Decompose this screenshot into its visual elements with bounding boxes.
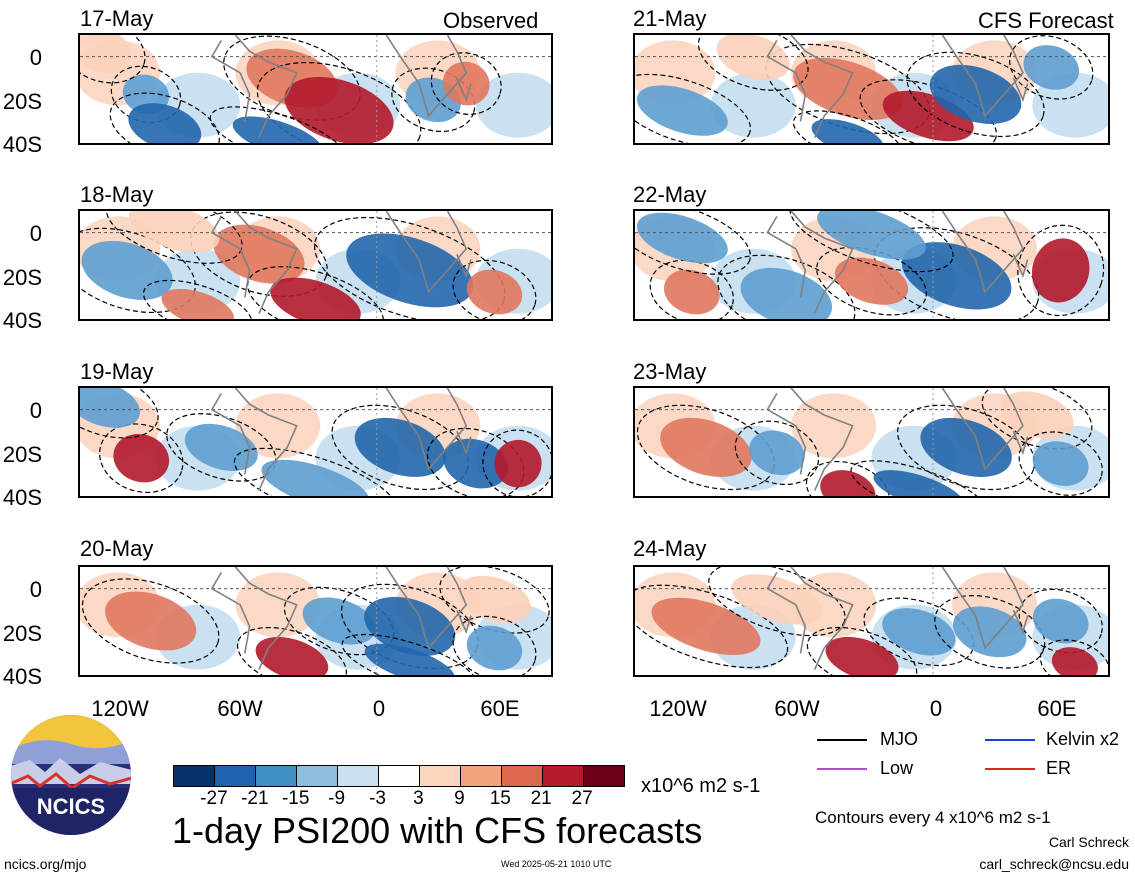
colorbar [173,765,625,787]
colorbar-tick-label: 9 [454,788,465,809]
colorbar-tick-label: 3 [413,788,424,809]
ytick-0-p2: 0 [29,221,42,246]
footer-url: ncics.org/mjo [4,856,87,872]
observed-header: Observed [443,8,539,33]
colorbar-swatch [584,766,624,786]
colorbar-tick-label: 27 [571,788,593,809]
map-canvas-5 [635,35,1108,143]
legend-label-er: ER [1046,758,1072,778]
author-email: carl_schreck@ncsu.edu [979,856,1129,872]
map-canvas-2 [80,211,551,319]
colorbar-swatch [502,766,543,786]
author-name: Carl Schreck [1048,834,1129,850]
panel-date-1: 17-May [80,6,154,31]
xtick-0-left: 0 [372,696,386,721]
map-canvas-6 [635,211,1108,319]
footer-timestamp: Wed 2025-05-21 1010 UTC [501,859,612,869]
map-canvas-7 [635,388,1108,496]
colorbar-units: x10^6 m2 s-1 [641,775,761,797]
colorbar-swatch [174,766,215,786]
colorbar-swatch [256,766,297,786]
main-title: 1-day PSI200 with CFS forecasts [172,810,703,851]
panel-date-7: 23-May [633,359,707,384]
colorbar-tick-label: 15 [489,788,511,809]
legend-label-low: Low [880,758,914,778]
panel-date-4: 20-May [80,536,154,561]
map-panel-3 [78,386,553,498]
legend-line-low [817,768,867,770]
ytick-20s-p4: 20S [2,621,42,646]
colorbar-tick-label: -21 [241,788,269,809]
legend-label-mjo: MJO [880,729,918,749]
colorbar-tick-label: -27 [200,788,228,809]
map-panel-4 [78,565,553,677]
map-panel-5 [633,33,1110,145]
colorbar-swatch [379,766,420,786]
ytick-0-p4: 0 [29,577,42,602]
panel-date-3: 19-May [80,359,154,384]
map-panel-1 [78,33,553,145]
ytick-0-p3: 0 [29,398,42,423]
map-canvas-1 [80,35,551,143]
colorbar-tick-label: 21 [530,788,552,809]
ytick-40s-p2: 40S [2,308,42,333]
colorbar-tick-label: -15 [281,788,310,809]
panel-date-8: 24-May [633,536,707,561]
colorbar-swatch [297,766,338,786]
ncics-logo: NCICS [10,714,132,836]
map-panel-7 [633,386,1110,498]
panel-date-6: 22-May [633,182,707,207]
logo-text: NCICS [37,794,105,819]
panel-date-5: 21-May [633,6,707,31]
xtick-120w-right: 120W [649,696,707,721]
map-canvas-3 [80,388,551,496]
xtick-60w-left: 60W [217,696,263,721]
map-panel-2 [78,209,553,321]
colorbar-swatch [420,766,461,786]
colorbar-swatch [543,766,584,786]
ytick-20s-p3: 20S [2,442,42,467]
legend-line-mjo [817,739,867,741]
colorbar-swatch [461,766,502,786]
xtick-60e-left: 60E [480,696,520,721]
xtick-120w-left: 120W [91,696,149,721]
xtick-0-right: 0 [929,696,943,721]
forecast-header: CFS Forecast [978,8,1114,33]
colorbar-swatch [215,766,256,786]
xtick-60w-right: 60W [774,696,820,721]
legend-label-kelvin: Kelvin x2 [1046,729,1120,749]
legend-line-kelvin [985,739,1035,741]
colorbar-swatch [338,766,379,786]
ytick-0-p1: 0 [29,45,42,70]
ytick-20s-p1: 20S [2,89,42,114]
map-canvas-4 [80,567,551,675]
map-canvas-8 [635,567,1108,675]
map-panel-8 [633,565,1110,677]
colorbar-tick-label: -9 [328,788,346,809]
legend-line-er [985,768,1035,770]
ytick-40s-p4: 40S [2,664,42,689]
ytick-20s-p2: 20S [2,265,42,290]
colorbar-tick-label: -3 [369,788,386,809]
panel-date-2: 18-May [80,182,154,207]
xtick-60e-right: 60E [1037,696,1077,721]
map-panel-6 [633,209,1110,321]
ytick-40s-p1: 40S [2,132,42,157]
ytick-40s-p3: 40S [2,485,42,510]
contour-note: Contours every 4 x10^6 m2 s-1 [815,808,1051,827]
